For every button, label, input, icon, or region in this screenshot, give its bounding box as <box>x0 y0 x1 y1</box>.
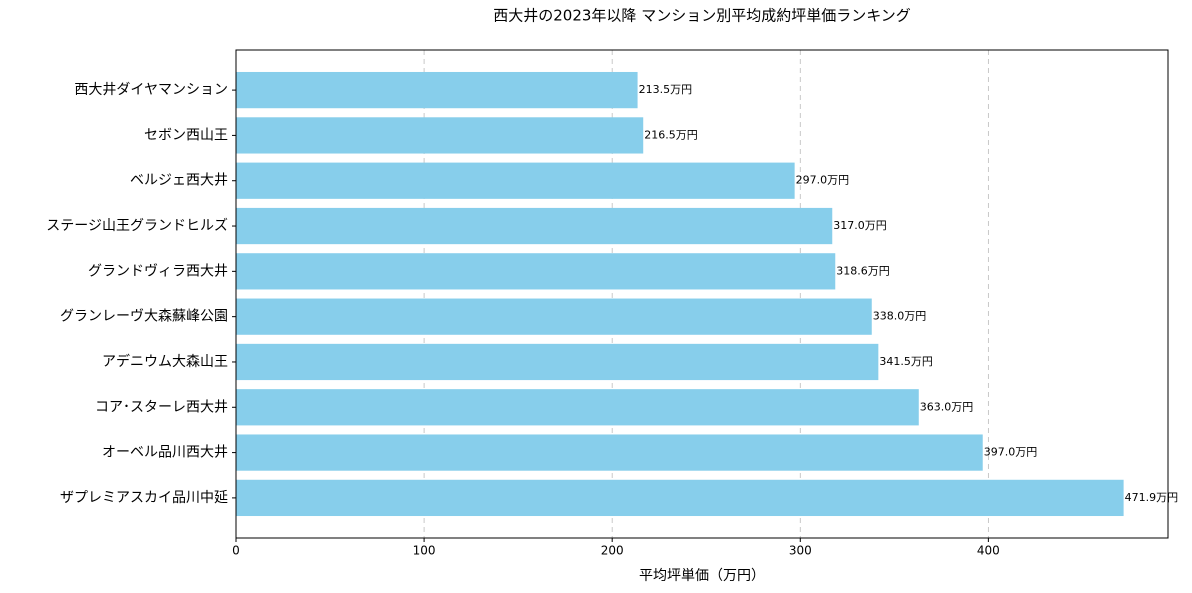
value-label: 341.5万円 <box>879 355 933 368</box>
value-label: 213.5万円 <box>639 83 693 96</box>
bar <box>236 479 1124 517</box>
bar <box>236 343 879 381</box>
y-tick-label: グランレーヴ大森蘇峰公園 <box>60 308 228 325</box>
bar <box>236 434 983 471</box>
bars <box>236 71 1124 517</box>
value-label: 338.0万円 <box>873 310 927 323</box>
value-label: 317.0万円 <box>833 219 887 232</box>
chart-title: 西大井の2023年以降 マンション別平均成約坪単価ランキング <box>493 7 911 25</box>
bar <box>236 117 644 154</box>
bar <box>236 253 836 290</box>
y-tick-label: アデニウム大森山王 <box>102 353 228 370</box>
x-tick-label: 300 <box>789 544 812 558</box>
y-tick-label: ベルジェ西大井 <box>130 173 228 189</box>
y-tick-label: 西大井ダイヤマンション <box>74 82 228 98</box>
bar <box>236 207 833 245</box>
y-tick-label: オーベル品川西大井 <box>102 445 228 461</box>
value-label: 471.9万円 <box>1125 491 1179 504</box>
value-label: 216.5万円 <box>644 128 698 141</box>
x-tick-label: 200 <box>601 544 624 558</box>
y-tick-label: グランドヴィラ西大井 <box>88 262 228 279</box>
bar <box>236 71 638 109</box>
plot-frame <box>235 49 1169 539</box>
y-tick-label: セボン西山王 <box>144 127 228 143</box>
x-tick-label: 400 <box>977 544 1000 558</box>
x-axis-label: 平均坪単価（万円） <box>639 568 765 584</box>
value-label: 318.6万円 <box>836 264 890 277</box>
x-tick-label: 0 <box>232 544 240 558</box>
y-tick-label: ザプレミアスカイ品川中延 <box>60 490 228 506</box>
x-tick-label: 100 <box>413 544 436 558</box>
bar <box>236 162 795 199</box>
y-tick-label: ステージ山王グランドヒルズ <box>46 218 228 234</box>
bar <box>236 298 872 335</box>
value-label: 297.0万円 <box>796 174 850 187</box>
value-label: 363.0万円 <box>920 400 974 413</box>
value-label: 397.0万円 <box>984 446 1037 459</box>
bar <box>236 389 919 426</box>
y-tick-label: コア･スターレ西大井 <box>95 399 228 415</box>
